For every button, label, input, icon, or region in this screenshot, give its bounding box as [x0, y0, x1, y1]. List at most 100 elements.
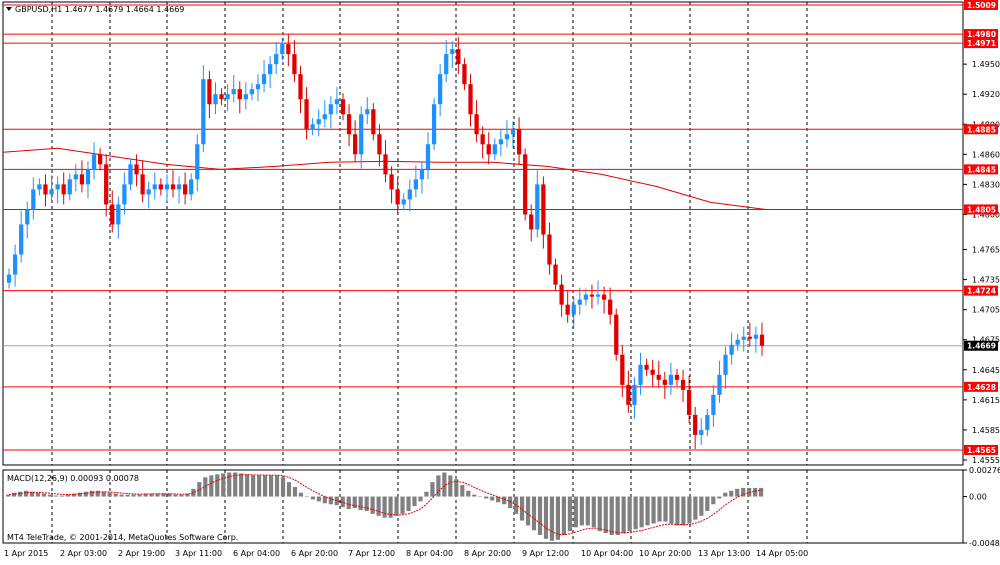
- macd-histogram-bar: [502, 496, 507, 505]
- candle-body: [729, 344, 734, 355]
- macd-panel-frame: [2, 469, 964, 544]
- macd-histogram-bar: [424, 491, 429, 497]
- candle-body: [438, 74, 443, 105]
- macd-histogram-bar: [669, 496, 674, 524]
- macd-histogram-bar: [663, 496, 668, 522]
- macd-histogram-bar: [490, 496, 495, 501]
- x-tick-label: 13 Apr 13:00: [698, 549, 750, 558]
- y-tick-label: 1.4860: [972, 150, 1000, 159]
- candle-body: [322, 114, 327, 120]
- candle-body: [37, 184, 42, 190]
- current-price-tag: [964, 340, 998, 351]
- candle-body: [395, 189, 400, 205]
- candle-body: [717, 374, 722, 395]
- y-tick-label: 1.4645: [972, 366, 1000, 375]
- macd-histogram-bar: [131, 494, 136, 497]
- macd-histogram-bar: [107, 492, 112, 497]
- macd-histogram-bar: [262, 475, 268, 497]
- candle-body: [97, 154, 103, 165]
- candle-body: [377, 134, 382, 155]
- candle-body: [656, 374, 661, 380]
- macd-histogram-bar: [759, 487, 764, 497]
- candle-body: [504, 134, 510, 140]
- macd-histogram-bar: [753, 487, 758, 497]
- y-tick-label: 1.4555: [972, 456, 1000, 465]
- candle-body: [164, 184, 170, 190]
- candle-body: [104, 164, 109, 205]
- macd-histogram-bar: [71, 493, 76, 497]
- macd-histogram-bar: [723, 492, 728, 497]
- candle-body: [589, 294, 595, 297]
- price-level-tag: [964, 204, 998, 215]
- candle-body: [85, 169, 91, 185]
- candle-body: [249, 89, 255, 95]
- price-level-tag: [964, 38, 998, 49]
- candle-body: [213, 94, 218, 105]
- y-tick-label: 1.4585: [972, 426, 1000, 435]
- candle-body: [310, 124, 315, 130]
- candle-body: [650, 369, 655, 375]
- x-tick-label: 3 Apr 11:00: [175, 549, 222, 558]
- macd-histogram-bar: [167, 493, 172, 497]
- candle-body: [304, 99, 309, 130]
- macd-histogram-bar: [448, 475, 453, 497]
- candle-body: [316, 119, 321, 125]
- y-tick-label: 1.4705: [972, 306, 1000, 315]
- macd-histogram-bar: [95, 490, 100, 497]
- candle-body: [195, 144, 200, 180]
- macd-signal-line: [8, 474, 763, 536]
- candle-body: [334, 99, 340, 105]
- x-tick-label: 6 Apr 20:00: [291, 549, 338, 558]
- macd-histogram-bar: [519, 496, 525, 521]
- price-level-label: 1.4885: [967, 125, 996, 134]
- candle-body: [516, 129, 522, 155]
- macd-histogram-bar: [209, 475, 214, 497]
- macd-histogram-bar: [651, 496, 656, 524]
- macd-histogram-bar: [693, 496, 698, 520]
- macd-histogram-bar: [346, 496, 351, 510]
- candle-body: [25, 209, 30, 225]
- macd-histogram-bar: [735, 488, 740, 497]
- candle-body: [723, 354, 728, 375]
- macd-histogram-bar: [531, 496, 537, 531]
- macd-histogram-bar: [149, 493, 154, 497]
- price-level-tag: [964, 444, 998, 455]
- macd-histogram-bar: [741, 487, 746, 497]
- price-level-tag: [964, 29, 998, 40]
- x-tick-label: 8 Apr 04:00: [406, 549, 453, 558]
- candle-body: [620, 354, 625, 385]
- candle-body: [444, 54, 449, 75]
- macd-histogram-bar: [549, 496, 555, 541]
- symbol-info: GBPUSD,H1 1.4677 1.4679 1.4664 1.4669: [15, 5, 184, 14]
- macd-histogram-bar: [239, 473, 244, 497]
- candle-body: [116, 204, 121, 225]
- candle-body: [61, 184, 66, 195]
- candle-body: [298, 74, 303, 100]
- main-panel-frame: [2, 1, 964, 466]
- candle-body: [407, 189, 412, 200]
- macd-histogram-bar: [77, 492, 82, 497]
- candle-body: [662, 379, 667, 385]
- price-level-tag: [964, 381, 998, 392]
- macd-histogram-bar: [466, 490, 471, 497]
- x-tick-label: 2 Apr 03:00: [60, 549, 107, 558]
- candle-body: [450, 49, 455, 55]
- macd-histogram-bar: [436, 475, 441, 497]
- macd-histogram-bar: [394, 496, 399, 516]
- candle-body: [176, 184, 182, 190]
- candle-body: [523, 154, 528, 215]
- candle-body: [274, 54, 279, 65]
- macd-histogram-bar: [143, 493, 148, 497]
- macd-histogram-bar: [657, 496, 662, 522]
- macd-histogram-bar: [585, 496, 590, 526]
- macd-histogram-bar: [125, 494, 130, 497]
- candle-body: [559, 284, 564, 305]
- x-tick-label: 8 Apr 20:00: [464, 549, 511, 558]
- macd-histogram-bar: [525, 496, 531, 526]
- macd-histogram-bar: [364, 496, 369, 511]
- candle-body: [705, 414, 710, 430]
- macd-y-tick-label: 0.00: [969, 493, 987, 502]
- candle-body: [644, 364, 649, 370]
- y-tick-label: 1.4615: [972, 396, 1000, 405]
